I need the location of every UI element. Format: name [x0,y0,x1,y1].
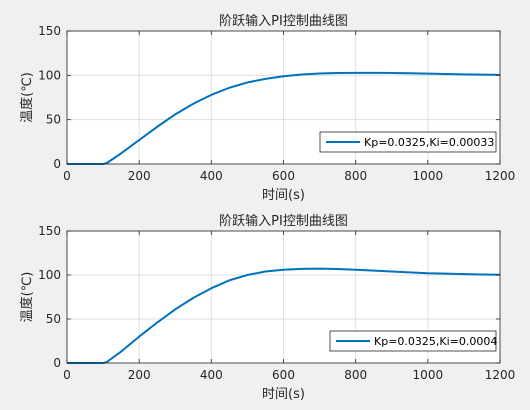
legend: Kp=0.0325,Ki=0.0004 [329,330,497,352]
x-axis-label: 时间(s) [262,387,305,402]
y-tick-label: 150 [38,224,61,238]
legend-entry: Kp=0.0325,Ki=0.00033 [364,136,494,149]
subplot-2: 0 200 400 600 800 1000 1200 0 50 100 150 阶跃输入PI控制曲线… [19,213,515,402]
legend: Kp=0.0325,Ki=0.00033 [319,131,497,153]
x-tick-label: 600 [272,368,295,382]
x-tick-label: 800 [344,169,367,183]
x-tick-label: 1000 [413,169,444,183]
subplot-1: 0 200 400 600 800 1000 1200 0 50 100 150 阶跃输入PI控制曲线… [19,13,515,203]
y-tick-label: 0 [53,356,61,370]
x-tick-label: 200 [128,368,151,382]
x-tick-label: 0 [63,368,71,382]
x-tick-label: 800 [344,368,367,382]
y-tick-label: 100 [38,268,61,282]
x-tick-label: 400 [200,169,223,183]
x-tick-label: 200 [128,169,151,183]
legend-entry: Kp=0.0325,Ki=0.0004 [374,335,497,348]
chart-title: 阶跃输入PI控制曲线图 [219,213,348,229]
x-tick-label: 1200 [485,169,516,183]
x-tick-label: 0 [63,169,71,183]
x-tick-label: 1000 [413,368,444,382]
y-tick-label: 0 [53,157,61,171]
series-line-1 [67,267,501,364]
x-axis-label: 时间(s) [262,188,305,203]
y-axis-label: 温度(℃) [19,72,35,123]
y-tick-label: 50 [46,113,61,127]
x-tick-label: 600 [272,169,295,183]
x-tick-label: 400 [200,368,223,382]
y-tick-label: 100 [38,68,61,82]
legend-box [319,131,497,153]
y-tick-label: 50 [46,312,61,326]
x-tick-label: 1200 [485,368,516,382]
series-line-1 [67,71,501,165]
y-axis-label: 温度(℃) [19,272,35,323]
y-tick-label: 150 [38,24,61,38]
legend-box [329,330,497,352]
chart-title: 阶跃输入PI控制曲线图 [219,13,348,29]
